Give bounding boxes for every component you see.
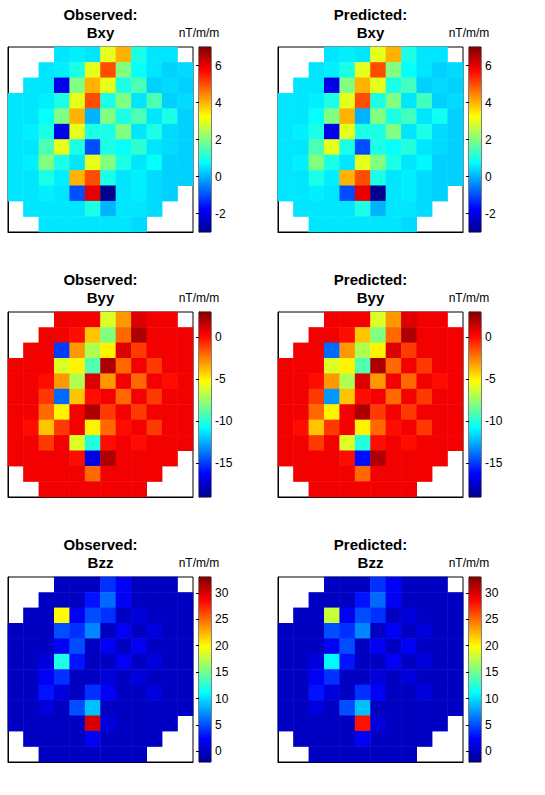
svg-text:-10: -10 — [215, 414, 233, 428]
svg-text:Predicted:: Predicted: — [334, 536, 407, 553]
svg-text:-5: -5 — [485, 372, 496, 386]
svg-text:30: 30 — [485, 586, 499, 600]
svg-text:10: 10 — [215, 692, 229, 706]
svg-text:-2: -2 — [215, 207, 226, 221]
svg-text:0: 0 — [485, 330, 492, 344]
svg-text:Bxy: Bxy — [87, 24, 115, 41]
svg-text:Predicted:: Predicted: — [334, 6, 407, 23]
svg-text:nT/m/m: nT/m/m — [179, 291, 220, 305]
svg-text:2: 2 — [215, 133, 222, 147]
svg-text:nT/m/m: nT/m/m — [179, 556, 220, 570]
svg-text:6: 6 — [485, 59, 492, 73]
svg-text:6: 6 — [215, 59, 222, 73]
svg-text:Bxy: Bxy — [357, 24, 385, 41]
svg-text:0: 0 — [215, 170, 222, 184]
svg-text:Bzz: Bzz — [88, 554, 114, 571]
svg-text:nT/m/m: nT/m/m — [449, 26, 490, 40]
svg-text:nT/m/m: nT/m/m — [449, 291, 490, 305]
svg-text:nT/m/m: nT/m/m — [449, 556, 490, 570]
svg-text:Predicted:: Predicted: — [334, 271, 407, 288]
svg-text:0: 0 — [485, 170, 492, 184]
svg-text:25: 25 — [485, 612, 499, 626]
svg-text:Observed:: Observed: — [63, 6, 137, 23]
svg-text:0: 0 — [215, 330, 222, 344]
svg-text:-15: -15 — [485, 456, 503, 470]
svg-text:4: 4 — [215, 96, 222, 110]
svg-text:30: 30 — [215, 586, 229, 600]
svg-text:25: 25 — [215, 612, 229, 626]
svg-text:5: 5 — [485, 718, 492, 732]
svg-text:-10: -10 — [485, 414, 503, 428]
svg-text:0: 0 — [215, 744, 222, 758]
svg-text:Bzz: Bzz — [358, 554, 384, 571]
svg-text:20: 20 — [485, 639, 499, 653]
svg-text:Byy: Byy — [87, 289, 115, 306]
svg-text:Observed:: Observed: — [63, 536, 137, 553]
svg-text:-2: -2 — [485, 207, 496, 221]
svg-text:15: 15 — [485, 665, 499, 679]
svg-text:Observed:: Observed: — [63, 271, 137, 288]
svg-text:4: 4 — [485, 96, 492, 110]
svg-text:0: 0 — [485, 744, 492, 758]
svg-text:nT/m/m: nT/m/m — [179, 26, 220, 40]
svg-text:15: 15 — [215, 665, 229, 679]
svg-text:2: 2 — [485, 133, 492, 147]
svg-text:-15: -15 — [215, 456, 233, 470]
svg-text:10: 10 — [485, 692, 499, 706]
svg-text:-5: -5 — [215, 372, 226, 386]
svg-text:20: 20 — [215, 639, 229, 653]
svg-text:5: 5 — [215, 718, 222, 732]
svg-text:Byy: Byy — [357, 289, 385, 306]
